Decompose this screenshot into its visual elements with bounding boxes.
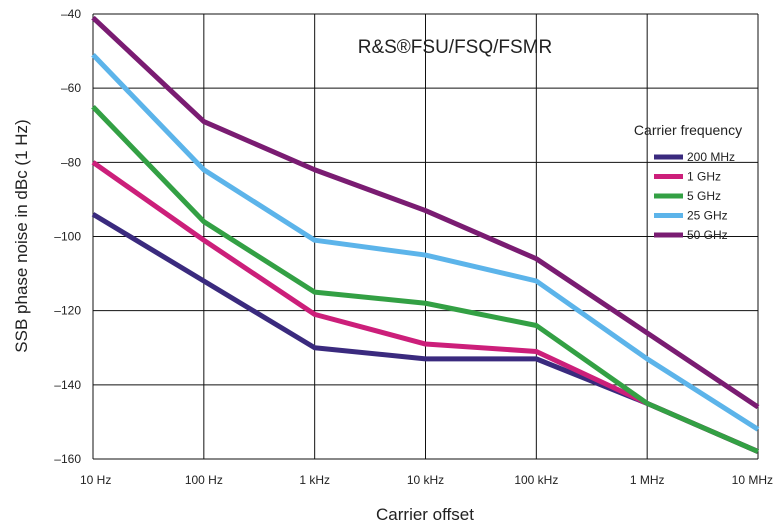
x-tick-label: 10 MHz <box>732 473 773 487</box>
series-lines <box>91 15 760 454</box>
series-line <box>91 15 760 410</box>
legend-label: 1 GHz <box>687 170 721 184</box>
legend-label: 50 GHz <box>687 228 728 242</box>
x-tick-label: 100 Hz <box>185 473 223 487</box>
x-tick-labels: 10 Hz 100 Hz 1 kHz 10 kHz 100 kHz 1 MHz 10 MHz <box>80 473 773 487</box>
legend: Carrier frequency 200 MHz 1 GHz 5 GHz 25 GH… <box>634 122 742 242</box>
chart-title: R&S®FSU/FSQ/FSMR <box>358 37 553 58</box>
y-tick-label: –120 <box>54 304 81 318</box>
y-tick-label: –160 <box>54 452 81 466</box>
x-tick-label: 10 kHz <box>407 473 444 487</box>
grid <box>92 13 759 460</box>
x-tick-label: 100 kHz <box>514 473 558 487</box>
legend-label: 5 GHz <box>687 189 721 203</box>
legend-title: Carrier frequency <box>634 122 742 138</box>
legend-label: 200 MHz <box>687 150 735 164</box>
legend-label: 25 GHz <box>687 209 728 223</box>
x-tick-label: 10 Hz <box>80 473 111 487</box>
y-tick-label: –140 <box>54 378 81 392</box>
y-tick-labels: –40 –60 –80 –100 –120 –140 –160 <box>54 7 81 466</box>
x-axis-title: Carrier offset <box>376 505 474 524</box>
y-tick-label: –100 <box>54 230 81 244</box>
y-tick-label: –80 <box>61 155 81 169</box>
y-axis-title: SSB phase noise in dBc (1 Hz) <box>12 119 31 352</box>
series-line <box>91 53 760 432</box>
x-tick-label: 1 kHz <box>299 473 330 487</box>
y-tick-label: –40 <box>61 7 81 21</box>
y-tick-label: –60 <box>61 81 81 95</box>
x-tick-label: 1 MHz <box>630 473 665 487</box>
series-line <box>91 104 759 454</box>
